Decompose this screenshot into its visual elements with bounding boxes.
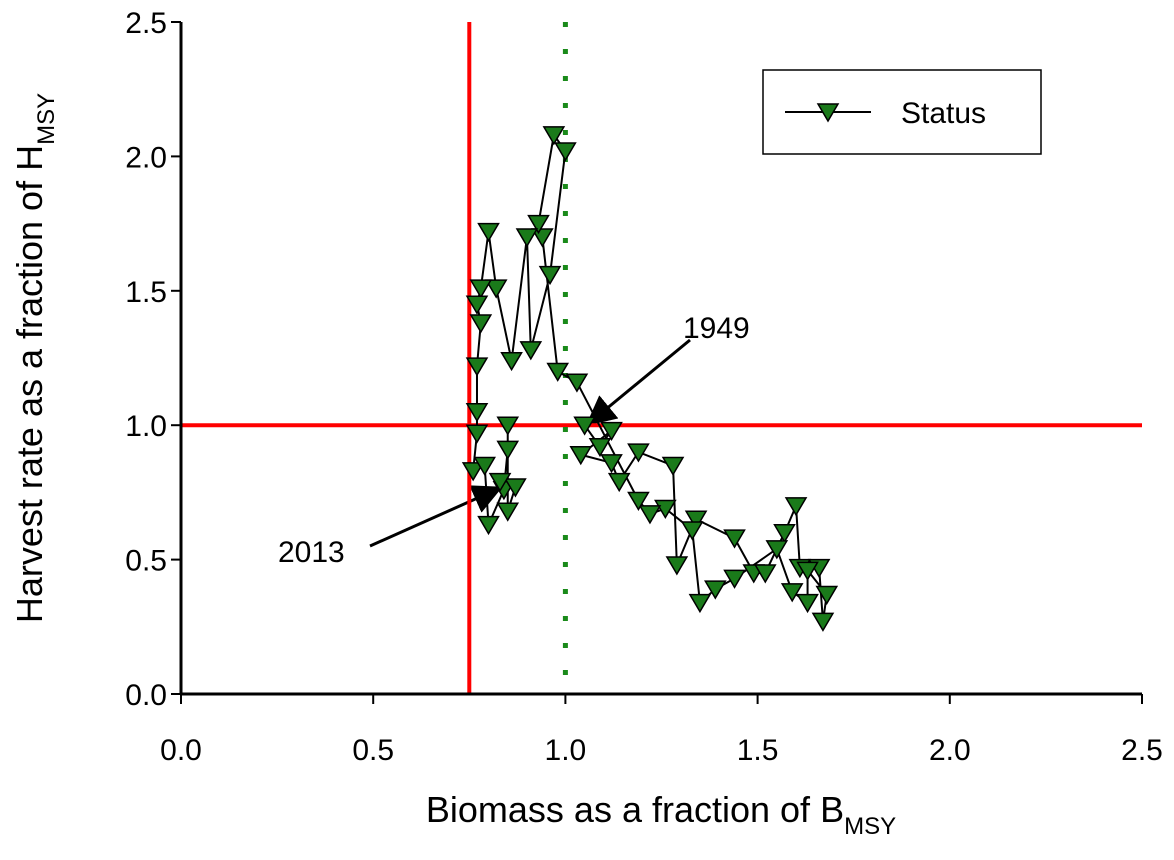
annotation-arrow bbox=[369, 485, 503, 548]
point bbox=[565, 373, 589, 393]
point bbox=[780, 583, 804, 603]
point bbox=[784, 497, 808, 517]
point bbox=[600, 421, 623, 442]
point bbox=[488, 472, 512, 493]
point bbox=[600, 454, 623, 474]
point bbox=[465, 357, 489, 377]
point bbox=[542, 126, 566, 146]
point bbox=[496, 502, 520, 522]
point bbox=[723, 569, 746, 589]
point bbox=[519, 341, 543, 361]
y-axis-label-sub: MSY bbox=[33, 93, 60, 145]
point bbox=[496, 440, 520, 460]
x-tick-label: 1.5 bbox=[737, 734, 779, 767]
y-tick-label: 0.0 bbox=[125, 679, 167, 712]
point bbox=[461, 462, 485, 482]
y-tick-label: 1.0 bbox=[125, 410, 167, 443]
y-axis-label: Harvest rate as a fraction of HMSY bbox=[9, 93, 60, 623]
point bbox=[588, 437, 612, 458]
point bbox=[473, 456, 496, 476]
point bbox=[753, 564, 777, 584]
y-tick-label: 1.5 bbox=[125, 276, 167, 309]
point bbox=[773, 523, 796, 544]
x-tick-label: 0.5 bbox=[352, 734, 394, 767]
x-tick-label: 2.5 bbox=[1121, 734, 1163, 767]
point bbox=[469, 279, 493, 299]
point bbox=[569, 446, 593, 466]
point bbox=[465, 295, 489, 315]
point bbox=[554, 142, 577, 162]
point bbox=[661, 456, 685, 476]
point bbox=[680, 521, 704, 541]
point bbox=[465, 403, 489, 423]
point bbox=[500, 351, 523, 372]
point bbox=[796, 593, 819, 614]
x-axis-label-sub: MSY bbox=[844, 813, 896, 840]
point bbox=[607, 472, 631, 493]
point bbox=[527, 214, 550, 235]
point bbox=[504, 478, 527, 498]
x-axis-label: Biomass as a fraction of BMSY bbox=[426, 789, 896, 840]
point bbox=[638, 505, 662, 525]
point bbox=[469, 314, 493, 334]
point bbox=[573, 416, 596, 436]
point bbox=[765, 540, 789, 560]
point bbox=[654, 499, 677, 520]
point bbox=[627, 491, 650, 511]
point bbox=[704, 580, 727, 600]
x-axis-label-text: Biomass as a fraction of B bbox=[426, 789, 844, 830]
point bbox=[723, 529, 746, 549]
y-axis-label-text: Harvest rate as a fraction of H bbox=[9, 145, 50, 623]
x-tick-label: 1.0 bbox=[545, 734, 587, 767]
point bbox=[546, 362, 570, 382]
point bbox=[684, 510, 708, 530]
legend-marker bbox=[816, 103, 840, 123]
annotation: 2013 bbox=[278, 536, 345, 569]
point bbox=[538, 265, 562, 286]
point bbox=[627, 443, 650, 463]
point bbox=[477, 515, 500, 536]
annotation-arrow bbox=[585, 338, 691, 426]
point bbox=[465, 424, 489, 444]
point bbox=[688, 593, 712, 614]
y-tick-label: 2.5 bbox=[125, 7, 167, 40]
x-tick-label: 2.0 bbox=[929, 734, 971, 767]
point bbox=[796, 561, 819, 581]
point bbox=[811, 612, 835, 632]
point bbox=[665, 556, 689, 576]
point bbox=[477, 222, 500, 243]
y-tick-label: 2.0 bbox=[125, 141, 167, 174]
annotation: 1949 bbox=[683, 312, 750, 345]
point bbox=[496, 416, 520, 436]
point bbox=[531, 228, 554, 248]
x-tick-label: 0.0 bbox=[160, 734, 202, 767]
point bbox=[515, 228, 539, 248]
y-tick-label: 0.5 bbox=[125, 545, 167, 578]
point bbox=[815, 585, 839, 606]
legend-label: Status bbox=[901, 97, 986, 130]
point bbox=[484, 279, 508, 299]
